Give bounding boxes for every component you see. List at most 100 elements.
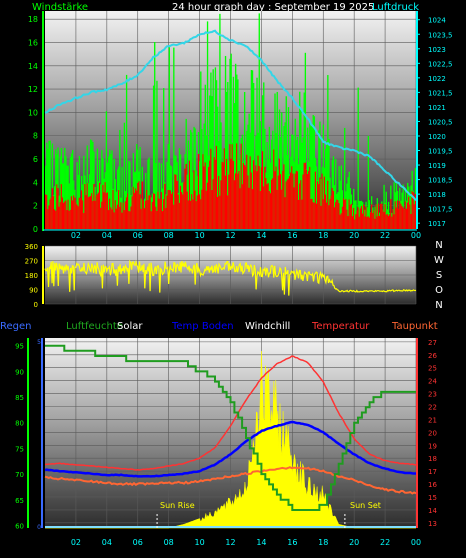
avg-bar xyxy=(245,166,247,229)
avg-bar xyxy=(357,207,359,229)
gust-bar xyxy=(318,130,320,229)
avg-bar xyxy=(297,199,300,229)
avg-bar xyxy=(229,144,231,229)
gust-bar xyxy=(263,82,265,230)
avg-bar xyxy=(247,175,249,229)
y-tick-left: 0 xyxy=(33,225,38,234)
avg-bar xyxy=(148,195,150,229)
avg-bar xyxy=(396,200,399,229)
x-tick: 10 xyxy=(194,538,204,547)
x-tick: 22 xyxy=(380,231,390,240)
y-tick-right: 1020,5 xyxy=(428,118,453,126)
gust-bar xyxy=(301,142,303,229)
avg-bar xyxy=(306,174,309,229)
avg-bar xyxy=(158,198,160,229)
avg-bar xyxy=(348,199,350,229)
temp-tick: 15 xyxy=(428,494,437,502)
avg-bar xyxy=(73,195,75,229)
gust-bar xyxy=(324,148,327,229)
avg-bar xyxy=(167,190,169,229)
gust-bar xyxy=(230,53,232,230)
temp-tick: 13 xyxy=(428,520,437,528)
avg-bar xyxy=(178,202,181,229)
avg-bar xyxy=(371,204,373,229)
avg-bar xyxy=(314,171,317,229)
avg-bar xyxy=(269,193,272,229)
humidity-tick: 90 xyxy=(15,368,24,376)
avg-bar xyxy=(123,210,126,229)
avg-bar xyxy=(360,205,363,229)
temp-tick: 16 xyxy=(428,481,437,489)
avg-bar xyxy=(283,164,285,229)
y-tick-left: 4 xyxy=(33,178,38,187)
gust-bar xyxy=(346,183,348,229)
avg-bar xyxy=(161,211,164,229)
temp-tick: 26 xyxy=(428,352,437,360)
x-tick: 22 xyxy=(380,538,390,547)
avg-bar xyxy=(190,200,192,229)
avg-bar xyxy=(102,184,104,229)
avg-bar xyxy=(257,155,259,229)
avg-bar xyxy=(328,205,330,229)
gust-bar xyxy=(163,88,165,229)
gust-bar xyxy=(49,140,51,229)
avg-bar xyxy=(115,208,118,229)
avg-bar xyxy=(338,203,340,229)
gust-bar xyxy=(237,79,239,230)
avg-bar xyxy=(329,199,331,229)
avg-bar xyxy=(380,203,382,229)
avg-bar xyxy=(203,166,205,229)
avg-bar xyxy=(362,213,364,229)
gust-bar xyxy=(322,124,325,229)
avg-bar xyxy=(188,160,191,229)
temp-tick: 23 xyxy=(428,391,437,399)
humidity-tick: 85 xyxy=(15,394,24,402)
avg-bar xyxy=(390,199,392,229)
avg-bar xyxy=(294,173,296,229)
gust-bar xyxy=(51,143,54,229)
temp-tick: 25 xyxy=(428,365,437,373)
avg-bar xyxy=(292,173,294,229)
avg-bar xyxy=(365,206,367,229)
avg-bar xyxy=(105,193,108,229)
avg-bar xyxy=(239,188,241,229)
avg-bar xyxy=(183,182,185,229)
avg-bar xyxy=(232,160,235,229)
avg-bar xyxy=(47,209,49,229)
avg-bar xyxy=(248,187,250,229)
avg-bar xyxy=(205,190,208,229)
gust-bar xyxy=(268,126,271,229)
avg-bar xyxy=(359,208,362,229)
avg-bar xyxy=(104,182,106,229)
avg-bar xyxy=(355,214,357,229)
avg-bar xyxy=(384,204,386,229)
avg-bar xyxy=(59,202,61,229)
legend-solar: Solar xyxy=(117,321,143,332)
y-tick-left: 14 xyxy=(28,62,38,71)
temperature-lines xyxy=(44,344,417,529)
avg-bar xyxy=(318,184,320,229)
avg-bar xyxy=(155,206,157,229)
gust-bar xyxy=(256,77,258,229)
dir-tick: 180 xyxy=(25,272,38,280)
avg-bar xyxy=(55,210,57,229)
gust-bar xyxy=(357,87,359,229)
gust-bar xyxy=(67,165,69,229)
temp-tick: 19 xyxy=(428,442,437,450)
gust-bar xyxy=(287,107,290,229)
avg-bar xyxy=(191,194,193,229)
avg-bar xyxy=(315,203,318,229)
avg-bar xyxy=(166,195,168,229)
x-tick: 08 xyxy=(164,538,174,547)
avg-bar xyxy=(209,160,211,229)
avg-bar xyxy=(199,194,201,229)
gust-bar xyxy=(109,149,111,229)
gust-bar xyxy=(191,132,193,229)
gust-bar xyxy=(161,188,164,229)
gust-bar xyxy=(212,69,214,230)
avg-bar xyxy=(284,197,286,229)
gust-bar xyxy=(252,82,255,229)
avg-bar xyxy=(53,209,56,229)
gust-bar xyxy=(338,166,340,229)
panel2-grid xyxy=(45,245,417,305)
